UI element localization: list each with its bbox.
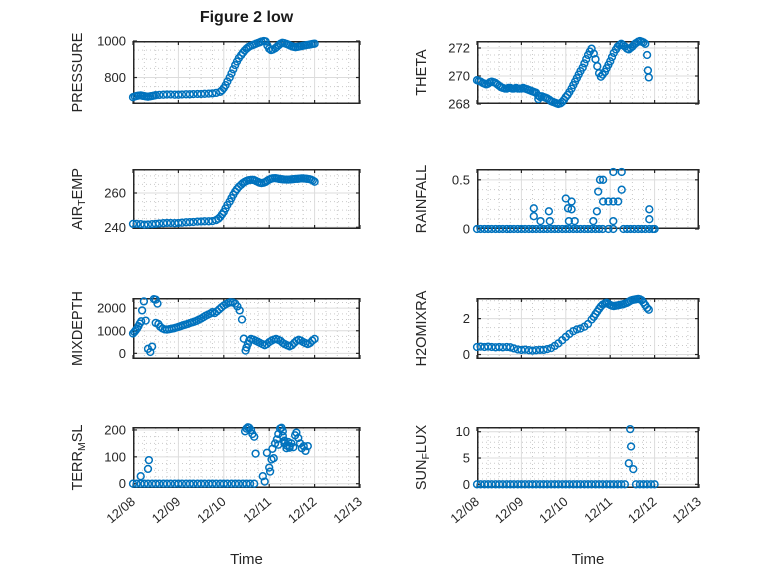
x-tick-label: 12/12	[285, 494, 320, 526]
y-tick-label: 2	[463, 311, 470, 326]
subplot-air-temp: 240 260 AIRTEMP	[70, 168, 361, 235]
y-axis-label: MIXDEPTH	[70, 291, 86, 366]
x-axis-label-left: Time	[230, 551, 263, 568]
y-tick-label: 800	[104, 70, 126, 85]
data-points	[128, 423, 312, 488]
y-tick-labels: 0 1000 2000	[97, 301, 126, 361]
data-points	[472, 294, 653, 355]
x-tick-label: 12/09	[149, 494, 184, 526]
chart-canvas-mixdepth: 0 1000 2000 MIXDEPTH	[70, 291, 361, 366]
x-tick-label: 12/09	[492, 494, 527, 526]
y-tick-label: 0	[119, 346, 126, 361]
data-points	[472, 424, 659, 489]
y-tick-label: 270	[448, 69, 470, 84]
chart-canvas-theta: 268 270 272 THETA	[414, 36, 700, 112]
x-tick-label: 12/10	[536, 494, 571, 526]
data-points	[472, 167, 659, 234]
y-tick-label: 10	[456, 424, 470, 439]
y-tick-labels: 268 270 272	[448, 41, 470, 112]
subplot-sun-flux: 0 5 10 SUNFLUX 12/08 12/09 12/10 12/11 12/12 12/1…	[414, 424, 704, 526]
x-tick-label: 12/12	[625, 494, 660, 526]
data-points	[128, 294, 319, 357]
y-axis-label: AIRTEMP	[70, 168, 88, 230]
axes-frame	[477, 41, 699, 104]
y-tick-label: 2000	[97, 301, 126, 316]
subplot-theta: 268 270 272 THETA	[414, 36, 700, 112]
y-tick-labels: 02	[463, 311, 470, 362]
x-axis-label-right: Time	[571, 551, 605, 568]
y-tick-label: 5	[463, 451, 470, 466]
chart-canvas-sun_flux: 0 5 10 SUNFLUX 12/08 12/09 12/10 12/11 12/12 12/1…	[414, 424, 704, 526]
x-tick-label: 12/11	[581, 494, 615, 526]
y-tick-labels: 0 5 10	[456, 424, 470, 492]
y-tick-labels: 240 260	[104, 186, 126, 235]
y-axis-label: PRESSURE	[70, 32, 86, 112]
y-tick-label: 0	[463, 222, 470, 237]
data-points	[472, 36, 653, 109]
x-tick-label: 12/08	[103, 494, 138, 526]
y-tick-label: 272	[448, 41, 470, 56]
chart-canvas-pressure: 800 1000 PRESSURE	[70, 32, 361, 112]
y-tick-labels: 00.5	[452, 172, 470, 236]
x-tick-labels: 12/08 12/09 12/10 12/11 12/12 12/13	[447, 494, 704, 526]
x-tick-labels: 12/08 12/09 12/10 12/11 12/12 12/13	[103, 494, 365, 526]
y-tick-label: 0	[463, 347, 470, 362]
y-tick-label: 1000	[97, 34, 126, 49]
y-tick-label: 100	[104, 449, 126, 464]
x-tick-label: 12/10	[194, 494, 229, 526]
y-tick-labels: 0 100 200	[104, 422, 126, 491]
x-tick-label: 12/13	[669, 494, 704, 526]
subplot-pressure: 800 1000 PRESSURE	[70, 32, 361, 112]
subplot-terr-msl: 0 100 200 TERRMSL 12/08 12/09 12/10 12/11 12/12 1…	[70, 422, 365, 526]
y-tick-label: 260	[104, 186, 126, 201]
y-tick-label: 240	[104, 220, 126, 235]
y-axis-label: THETA	[414, 49, 430, 96]
axes-frame	[477, 298, 699, 359]
y-axis-label: H2OMIXRA	[414, 290, 430, 366]
figure-title: Figure 2 low	[199, 9, 294, 26]
minor-grid	[478, 428, 698, 487]
x-tick-label: 12/08	[447, 494, 482, 526]
x-tick-label: 12/11	[240, 494, 274, 526]
chart-canvas-air_temp: 240 260 AIRTEMP	[70, 168, 361, 235]
data-points	[128, 36, 319, 102]
major-grid	[133, 41, 360, 104]
y-tick-labels: 800 1000	[97, 34, 126, 86]
y-axis-label: SUNFLUX	[414, 425, 432, 491]
subplot-mixdepth: 0 1000 2000 MIXDEPTH	[70, 291, 361, 366]
x-tick-label: 12/13	[330, 494, 365, 526]
y-tick-label: 0.5	[452, 172, 470, 187]
data-points	[128, 173, 319, 229]
y-axis-label: RAINFALL	[414, 165, 430, 234]
minor-grid	[134, 428, 359, 487]
axes-frame	[133, 41, 360, 104]
subplot-h2omixra: 0 2 H2OMIXRA	[414, 290, 700, 366]
y-axis-label: TERRMSL	[70, 425, 88, 491]
y-tick-label: 200	[104, 422, 126, 437]
y-tick-label: 0	[463, 477, 470, 492]
minor-grid	[478, 170, 698, 228]
y-tick-label: 1000	[97, 323, 126, 338]
axes-frame	[133, 169, 360, 229]
y-tick-label: 0	[119, 476, 126, 491]
subplot-rainfall: 0 0.5 RAINFALL	[414, 165, 700, 237]
y-tick-label: 268	[448, 97, 470, 112]
